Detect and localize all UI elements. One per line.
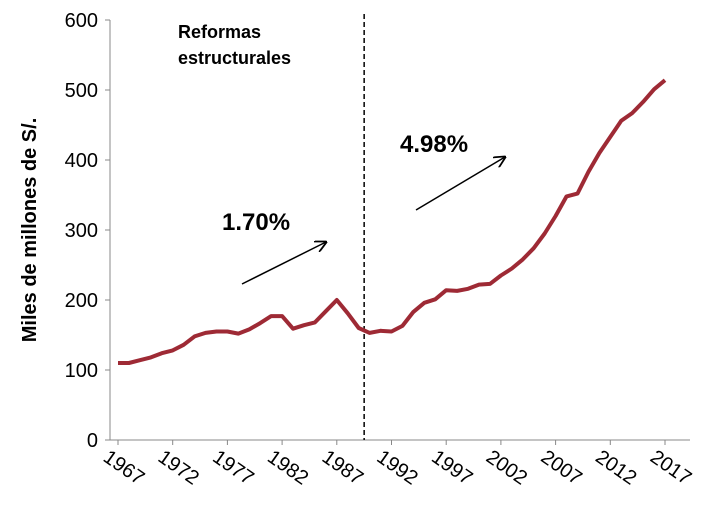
annotation: Reformas (178, 22, 261, 42)
x-tick-label: 1987 (318, 446, 367, 490)
y-tick-label: 600 (65, 10, 98, 32)
arrow (415, 157, 505, 211)
y-tick-label: 400 (65, 150, 98, 172)
x-tick-label: 2007 (537, 446, 586, 490)
annotation: estructurales (178, 48, 291, 68)
y-tick-label: 0 (87, 430, 98, 452)
growth-label: 4.98% (400, 131, 468, 158)
x-tick-label: 2017 (646, 446, 695, 490)
y-axis-label: Miles de millones de S/. (19, 118, 41, 343)
x-tick-label: 1982 (263, 446, 312, 490)
y-tick-label: 100 (65, 360, 98, 382)
growth-label: 1.70% (222, 209, 290, 236)
arrow (241, 242, 326, 285)
x-tick-label: 1992 (373, 446, 422, 490)
x-tick-label: 1972 (154, 446, 203, 490)
x-tick-label: 2012 (591, 446, 640, 490)
y-tick-label: 300 (65, 220, 98, 242)
x-tick-label: 2002 (482, 446, 531, 490)
data-line (118, 78, 667, 365)
y-tick-label: 200 (65, 290, 98, 312)
x-tick-label: 1997 (427, 446, 476, 490)
x-tick-label: 1967 (99, 446, 148, 490)
y-tick-label: 500 (65, 80, 98, 102)
x-tick-label: 1977 (209, 446, 258, 490)
